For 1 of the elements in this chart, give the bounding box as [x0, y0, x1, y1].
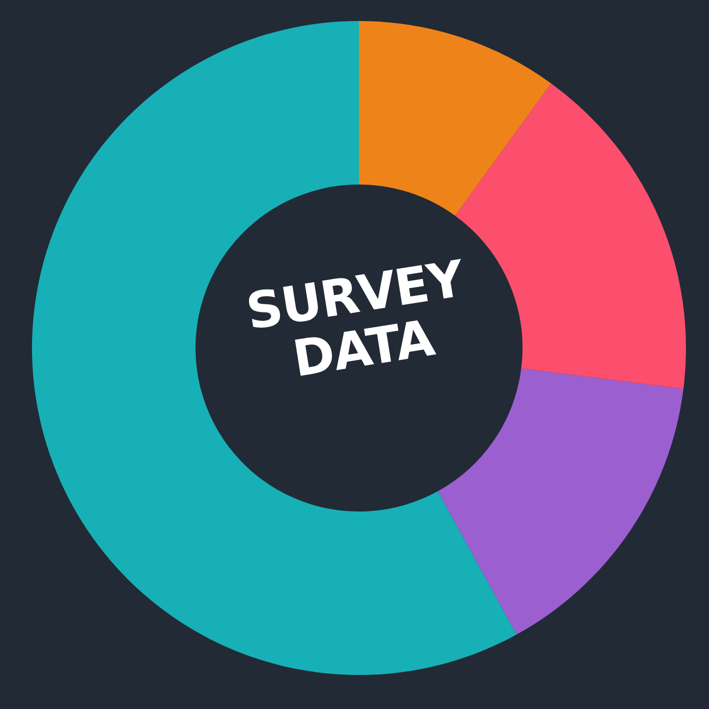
text: SURVEY DATA	[242, 250, 468, 390]
